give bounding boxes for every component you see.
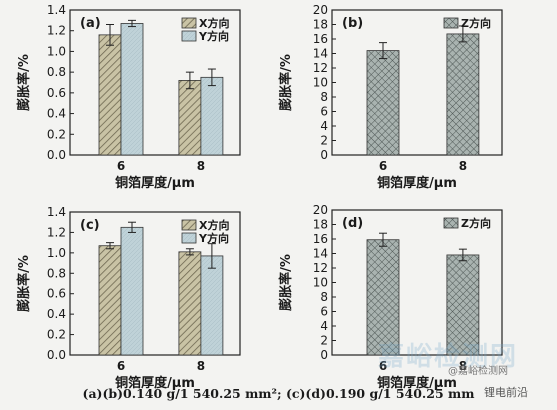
bar xyxy=(120,226,144,356)
bar xyxy=(200,255,224,356)
x-axis-title: 铜箔厚度/μm xyxy=(376,375,457,391)
x-tick-label: 8 xyxy=(459,359,467,373)
y-tick-label: 12 xyxy=(313,61,328,75)
y-tick-label: 6 xyxy=(320,105,328,119)
y-tick-label: 0.4 xyxy=(47,107,66,121)
y-tick-label: 10 xyxy=(313,276,328,290)
x-axis-title: 铜箔厚度/μm xyxy=(114,175,195,191)
bar xyxy=(446,254,480,356)
watermark-logo: 锂电前沿 xyxy=(484,386,528,399)
y-tick-label: 0 xyxy=(320,148,328,162)
y-tick-label: 0.6 xyxy=(47,86,66,100)
y-tick-label: 0.2 xyxy=(47,127,66,141)
bar xyxy=(178,80,202,156)
bar xyxy=(178,251,202,356)
y-axis-title: 膨胀率/% xyxy=(16,255,32,313)
chart-panel-1: 0.0 0.2 0.4 0.6 0.8 1.0 1.2 1.4 6 8 (a) X方向Y方向铜箔厚度/… xyxy=(16,3,241,191)
watermark-text: 嘉峪检测网 xyxy=(378,342,519,372)
figure-caption: (a)(b)0.140 g/1 540.25 mm²; (c)(d)0.190 … xyxy=(82,386,475,401)
bar xyxy=(366,239,400,356)
y-axis-title: 膨胀率/% xyxy=(16,54,32,112)
y-tick-label: 2 xyxy=(320,134,328,148)
legend-swatch xyxy=(443,217,459,229)
y-tick-label: 16 xyxy=(313,232,328,246)
bar xyxy=(98,245,122,356)
legend-label: X方向 xyxy=(199,218,229,232)
y-tick-label: 1.4 xyxy=(47,205,66,219)
panel-label: (d) xyxy=(342,216,363,231)
panel-label: (c) xyxy=(80,218,100,233)
y-tick-label: 20 xyxy=(313,203,328,217)
y-tick-label: 0.6 xyxy=(47,287,66,301)
y-tick-label: 0.8 xyxy=(47,266,66,280)
y-tick-label: 4 xyxy=(320,319,328,333)
y-tick-label: 1.2 xyxy=(47,24,66,38)
x-tick-label: 6 xyxy=(117,359,125,373)
bar xyxy=(120,23,144,156)
legend-label: Y方向 xyxy=(198,231,229,245)
y-tick-label: 0.4 xyxy=(47,307,66,321)
x-tick-label: 6 xyxy=(379,359,387,373)
watermark-subtext: @嘉峪检测网 xyxy=(448,366,508,377)
y-tick-label: 6 xyxy=(320,305,328,319)
y-tick-label: 0 xyxy=(320,348,328,362)
y-tick-label: 18 xyxy=(313,218,328,232)
legend-swatch xyxy=(181,219,197,231)
y-tick-label: 1.2 xyxy=(47,225,66,239)
x-tick-label: 6 xyxy=(379,159,387,173)
x-axis-title: 铜箔厚度/μm xyxy=(376,175,457,191)
y-axis-title: 膨胀率/% xyxy=(278,54,294,112)
legend-label: X方向 xyxy=(199,16,229,30)
x-tick-label: 8 xyxy=(197,359,205,373)
legend-label: Z方向 xyxy=(461,216,491,230)
y-tick-label: 1.0 xyxy=(47,246,66,260)
panel-label: (a) xyxy=(80,16,101,31)
legend-swatch xyxy=(181,30,197,42)
y-tick-label: 0.0 xyxy=(47,148,66,162)
y-axis-title: 膨胀率/% xyxy=(278,254,294,312)
plot-frame xyxy=(69,211,241,356)
y-tick-label: 18 xyxy=(313,18,328,32)
y-tick-label: 0.0 xyxy=(47,348,66,362)
legend-swatch xyxy=(181,232,197,244)
bar xyxy=(200,76,224,156)
y-tick-label: 10 xyxy=(313,76,328,90)
bar xyxy=(446,33,480,156)
y-tick-label: 8 xyxy=(320,90,328,104)
y-tick-label: 1.4 xyxy=(47,3,66,17)
chart-panel-3: 0.0 0.2 0.4 0.6 0.8 1.0 1.2 1.4 6 8 (c) X方向Y方向铜箔厚度/… xyxy=(16,205,241,391)
y-tick-label: 1.0 xyxy=(47,44,66,58)
legend-swatch xyxy=(181,17,197,29)
panel-label: (b) xyxy=(342,16,363,31)
y-tick-label: 4 xyxy=(320,119,328,133)
legend-label: Y方向 xyxy=(198,29,229,43)
y-tick-label: 2 xyxy=(320,334,328,348)
y-tick-label: 8 xyxy=(320,290,328,304)
y-tick-label: 14 xyxy=(313,247,328,261)
plot-frame xyxy=(69,9,241,156)
x-axis-title: 铜箔厚度/μm xyxy=(114,375,195,391)
bar xyxy=(98,34,122,156)
x-tick-label: 8 xyxy=(459,159,467,173)
y-tick-label: 16 xyxy=(313,32,328,46)
y-tick-label: 0.8 xyxy=(47,65,66,79)
x-tick-label: 6 xyxy=(117,159,125,173)
y-tick-label: 20 xyxy=(313,3,328,17)
legend-swatch xyxy=(443,17,459,29)
bar xyxy=(366,50,400,156)
legend-label: Z方向 xyxy=(461,16,491,30)
y-tick-label: 12 xyxy=(313,261,328,275)
y-tick-label: 0.2 xyxy=(47,328,66,342)
y-tick-label: 14 xyxy=(313,47,328,61)
x-tick-label: 8 xyxy=(197,159,205,173)
